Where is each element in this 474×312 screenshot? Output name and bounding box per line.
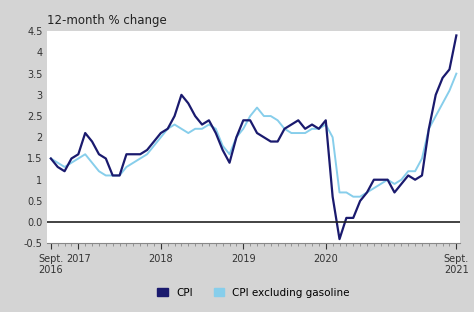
Text: 12-month % change: 12-month % change bbox=[47, 14, 167, 27]
Legend: CPI, CPI excluding gasoline: CPI, CPI excluding gasoline bbox=[157, 288, 350, 298]
